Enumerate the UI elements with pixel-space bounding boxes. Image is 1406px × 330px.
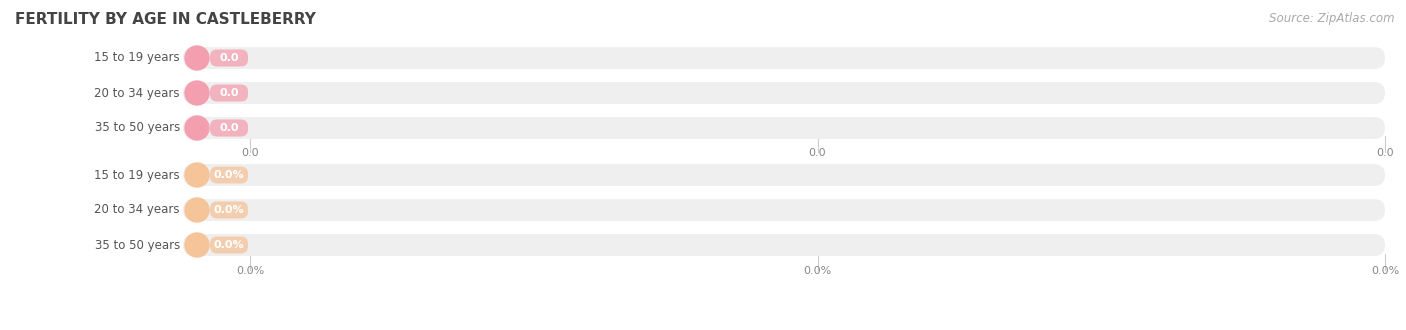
Text: 0.0: 0.0 — [219, 53, 239, 63]
Text: 35 to 50 years: 35 to 50 years — [94, 239, 180, 251]
FancyBboxPatch shape — [209, 167, 247, 183]
Circle shape — [186, 233, 209, 257]
FancyBboxPatch shape — [183, 199, 1385, 221]
FancyBboxPatch shape — [183, 117, 1385, 139]
FancyBboxPatch shape — [183, 164, 1385, 186]
Text: 0.0: 0.0 — [1376, 148, 1393, 158]
Text: 20 to 34 years: 20 to 34 years — [94, 204, 180, 216]
FancyBboxPatch shape — [183, 234, 1385, 256]
Text: 0.0%: 0.0% — [1371, 266, 1399, 276]
Text: 0.0%: 0.0% — [214, 205, 245, 215]
Circle shape — [186, 46, 209, 70]
Text: 0.0%: 0.0% — [803, 266, 831, 276]
Text: Source: ZipAtlas.com: Source: ZipAtlas.com — [1270, 12, 1395, 25]
Circle shape — [186, 198, 209, 222]
FancyBboxPatch shape — [183, 82, 1385, 104]
Text: 0.0: 0.0 — [219, 88, 239, 98]
Circle shape — [186, 116, 209, 140]
Text: 15 to 19 years: 15 to 19 years — [94, 51, 180, 64]
Text: 0.0%: 0.0% — [236, 266, 264, 276]
Text: 15 to 19 years: 15 to 19 years — [94, 169, 180, 182]
Text: FERTILITY BY AGE IN CASTLEBERRY: FERTILITY BY AGE IN CASTLEBERRY — [15, 12, 316, 27]
Circle shape — [186, 81, 209, 105]
Text: 0.0: 0.0 — [219, 123, 239, 133]
Text: 0.0%: 0.0% — [214, 240, 245, 250]
Text: 0.0: 0.0 — [808, 148, 827, 158]
Text: 0.0%: 0.0% — [214, 170, 245, 180]
Text: 20 to 34 years: 20 to 34 years — [94, 86, 180, 100]
Circle shape — [186, 163, 209, 187]
FancyBboxPatch shape — [209, 202, 247, 218]
Text: 35 to 50 years: 35 to 50 years — [94, 121, 180, 135]
FancyBboxPatch shape — [183, 47, 1385, 69]
Text: 0.0: 0.0 — [242, 148, 259, 158]
FancyBboxPatch shape — [209, 237, 247, 253]
FancyBboxPatch shape — [209, 50, 247, 67]
FancyBboxPatch shape — [209, 119, 247, 137]
FancyBboxPatch shape — [209, 84, 247, 102]
